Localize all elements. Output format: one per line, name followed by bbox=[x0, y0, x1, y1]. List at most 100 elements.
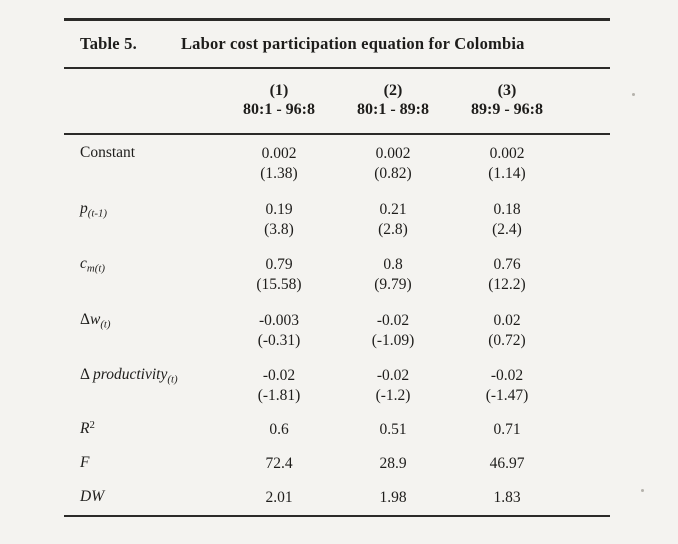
variable-subscript: (t) bbox=[100, 317, 111, 330]
coefficient: 0.002 bbox=[375, 145, 411, 163]
cell: 46.97 bbox=[450, 447, 564, 481]
t-statistic: (0.72) bbox=[488, 331, 526, 349]
scan-speck bbox=[641, 489, 644, 492]
statistic-value: 1.98 bbox=[379, 489, 407, 507]
t-statistic: (-1.81) bbox=[257, 387, 301, 405]
row-label: Constant bbox=[64, 135, 222, 191]
statistic-name: F bbox=[80, 453, 90, 471]
t-statistic: (-1.09) bbox=[371, 331, 415, 349]
column-header-2: (2) 80:1 - 89:8 bbox=[336, 69, 450, 133]
coefficient: 0.002 bbox=[489, 145, 525, 163]
t-statistic: (1.14) bbox=[488, 165, 526, 183]
table-row-lagged-p: p(t-1) 0.19 (3.8) 0.21 (2.8) 0.18 (2.4) bbox=[64, 191, 564, 247]
row-label: Δw(t) bbox=[64, 302, 222, 358]
table-row-f-statistic: F 72.4 28.9 46.97 bbox=[64, 447, 564, 481]
column-number: (1) bbox=[269, 82, 289, 99]
t-statistic: (15.58) bbox=[256, 276, 302, 294]
statistic-value: 0.6 bbox=[269, 420, 289, 438]
row-label: R2 bbox=[64, 413, 222, 447]
t-statistic: (9.79) bbox=[374, 276, 412, 294]
statistic-name: DW bbox=[80, 488, 105, 506]
coefficient: 0.79 bbox=[265, 256, 293, 274]
variable-name: p bbox=[80, 199, 88, 217]
table-row-delta-w: Δw(t) -0.003 (-0.31) -0.02 (-1.09) 0.02 … bbox=[64, 302, 564, 358]
cell: 1.83 bbox=[450, 481, 564, 515]
t-statistic: (1.38) bbox=[260, 165, 298, 183]
coefficient: -0.02 bbox=[376, 311, 410, 329]
table-title-row: Table 5. Labor cost participation equati… bbox=[64, 21, 610, 67]
statistic-value: 28.9 bbox=[379, 454, 407, 472]
column-header-1: (1) 80:1 - 96:8 bbox=[222, 69, 336, 133]
t-statistic: (12.2) bbox=[488, 276, 526, 294]
statistic-value: 46.97 bbox=[489, 454, 525, 472]
column-header-table: (1) 80:1 - 96:8 (2) 80:1 - 89:8 (3) 89:9… bbox=[64, 69, 564, 133]
cell: 0.79 (15.58) bbox=[222, 246, 336, 302]
table-body: Constant 0.002 (1.38) 0.002 (0.82) 0.002… bbox=[64, 135, 564, 515]
column-number: (2) bbox=[383, 82, 403, 99]
cell: 0.002 (1.14) bbox=[450, 135, 564, 191]
variable-subscript: (t-1) bbox=[87, 206, 108, 219]
cell: 72.4 bbox=[222, 447, 336, 481]
variable-name: w bbox=[89, 310, 101, 328]
statistic-value: 0.51 bbox=[379, 420, 407, 438]
t-statistic: (-1.2) bbox=[375, 387, 411, 405]
row-label: DW bbox=[64, 481, 222, 515]
cell: 0.8 (9.79) bbox=[336, 246, 450, 302]
coefficient: 0.18 bbox=[493, 200, 521, 218]
t-statistic: (3.8) bbox=[264, 220, 294, 238]
regression-table: Table 5. Labor cost participation equati… bbox=[64, 18, 610, 518]
row-label: cm(t) bbox=[64, 246, 222, 302]
column-header-3: (3) 89:9 - 96:8 bbox=[450, 69, 564, 133]
t-statistic: (-0.31) bbox=[257, 331, 301, 349]
statistic-value: 2.01 bbox=[265, 489, 293, 507]
coefficient: 0.8 bbox=[383, 256, 403, 274]
cell: -0.02 (-1.81) bbox=[222, 357, 336, 413]
column-sample-range: 80:1 - 96:8 bbox=[243, 101, 315, 119]
statistic-value: 1.83 bbox=[493, 489, 521, 507]
cell: 1.98 bbox=[336, 481, 450, 515]
variable-name: c bbox=[80, 255, 87, 273]
t-statistic: (2.8) bbox=[378, 220, 408, 238]
table-row-durbin-watson: DW 2.01 1.98 1.83 bbox=[64, 481, 564, 515]
statistic-value: 0.71 bbox=[493, 420, 521, 438]
variable-name: Constant bbox=[80, 144, 136, 162]
coefficient: 0.19 bbox=[265, 200, 293, 218]
row-label: F bbox=[64, 447, 222, 481]
cell: 0.002 (0.82) bbox=[336, 135, 450, 191]
coefficient: 0.76 bbox=[493, 256, 521, 274]
coefficient: 0.21 bbox=[379, 200, 407, 218]
coefficient: -0.003 bbox=[258, 311, 300, 329]
coefficient: -0.02 bbox=[262, 367, 296, 385]
cell: 0.71 bbox=[450, 413, 564, 447]
statistic-superscript: 2 bbox=[89, 418, 95, 431]
cell: 0.76 (12.2) bbox=[450, 246, 564, 302]
cell: 0.18 (2.4) bbox=[450, 191, 564, 247]
variable-subscript: m(t) bbox=[86, 262, 105, 275]
cell: 0.21 (2.8) bbox=[336, 191, 450, 247]
table-row-constant: Constant 0.002 (1.38) 0.002 (0.82) 0.002… bbox=[64, 135, 564, 191]
cell: -0.02 (-1.47) bbox=[450, 357, 564, 413]
cell: -0.02 (-1.2) bbox=[336, 357, 450, 413]
variable-name: productivity bbox=[93, 366, 168, 384]
row-label: Δ productivity(t) bbox=[64, 357, 222, 413]
t-statistic: (2.4) bbox=[492, 220, 522, 238]
column-sample-range: 89:9 - 96:8 bbox=[471, 101, 543, 119]
scan-speck bbox=[632, 93, 635, 96]
top-rule bbox=[64, 18, 610, 21]
cell: 0.51 bbox=[336, 413, 450, 447]
delta-symbol: Δ bbox=[80, 366, 93, 384]
variable-subscript: (t) bbox=[167, 373, 178, 386]
cell: 28.9 bbox=[336, 447, 450, 481]
table-title: Labor cost participation equation for Co… bbox=[180, 34, 525, 53]
coefficient: -0.02 bbox=[376, 367, 410, 385]
coefficient: 0.02 bbox=[493, 311, 521, 329]
cell: 0.002 (1.38) bbox=[222, 135, 336, 191]
table-row-cm: cm(t) 0.79 (15.58) 0.8 (9.79) 0.76 (12.2… bbox=[64, 246, 564, 302]
column-sample-range: 80:1 - 89:8 bbox=[357, 101, 429, 119]
t-statistic: (-1.47) bbox=[485, 387, 529, 405]
row-label: p(t-1) bbox=[64, 191, 222, 247]
cell: 2.01 bbox=[222, 481, 336, 515]
t-statistic: (0.82) bbox=[374, 165, 412, 183]
cell: 0.02 (0.72) bbox=[450, 302, 564, 358]
